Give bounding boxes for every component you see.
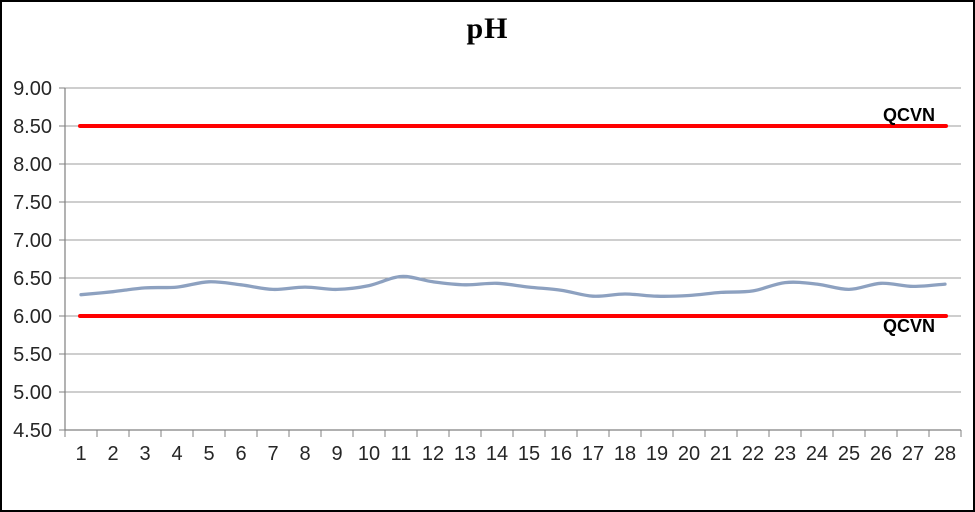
y-tick-label: 6.00 — [13, 306, 52, 328]
x-tick-label: 1 — [75, 443, 86, 465]
x-tick-label: 6 — [235, 443, 246, 465]
x-tick-label: 25 — [838, 443, 860, 465]
x-tick-label: 28 — [934, 443, 956, 465]
x-tick-label: 17 — [582, 443, 604, 465]
y-tick-label: 8.00 — [13, 154, 52, 176]
ph-series-line — [79, 274, 947, 298]
y-tick-label: 8.50 — [13, 116, 52, 138]
x-tick-label: 10 — [358, 443, 380, 465]
x-tick-label: 4 — [171, 443, 182, 465]
x-tick-label: 11 — [391, 443, 412, 465]
x-tick-label: 5 — [203, 443, 214, 465]
y-tick-label: 6.50 — [13, 268, 52, 290]
x-tick-label: 18 — [614, 443, 636, 465]
x-tick-label: 2 — [107, 443, 118, 465]
y-tick-label: 7.00 — [13, 230, 52, 252]
x-tick-label: 23 — [774, 443, 796, 465]
x-tick-label: 26 — [870, 443, 892, 465]
x-tick-label: 15 — [518, 443, 540, 465]
x-tick-label: 12 — [422, 443, 444, 465]
x-tick-label: 16 — [550, 443, 572, 465]
x-tick-label: 21 — [710, 443, 732, 465]
x-tick-label: 9 — [331, 443, 342, 465]
x-tick-label: 3 — [139, 443, 150, 465]
x-tick-label: 19 — [646, 443, 668, 465]
x-tick-label: 22 — [742, 443, 764, 465]
qcvn-lower-label: QCVN — [883, 316, 935, 336]
y-tick-label: 5.00 — [13, 382, 52, 404]
x-tick-label: 7 — [267, 443, 278, 465]
y-tick-label: 9.00 — [13, 78, 52, 100]
chart-title: pH — [466, 12, 509, 45]
x-tick-label: 27 — [902, 443, 924, 465]
x-tick-label: 13 — [454, 443, 476, 465]
x-tick-label: 20 — [678, 443, 700, 465]
y-tick-label: 7.50 — [13, 192, 52, 214]
x-tick-label: 14 — [486, 443, 508, 465]
qcvn-upper-label: QCVN — [883, 105, 935, 125]
x-tick-label: 8 — [299, 443, 310, 465]
x-tick-label: 24 — [806, 443, 828, 465]
y-tick-label: 4.50 — [13, 420, 52, 442]
y-tick-label: 5.50 — [13, 344, 52, 366]
